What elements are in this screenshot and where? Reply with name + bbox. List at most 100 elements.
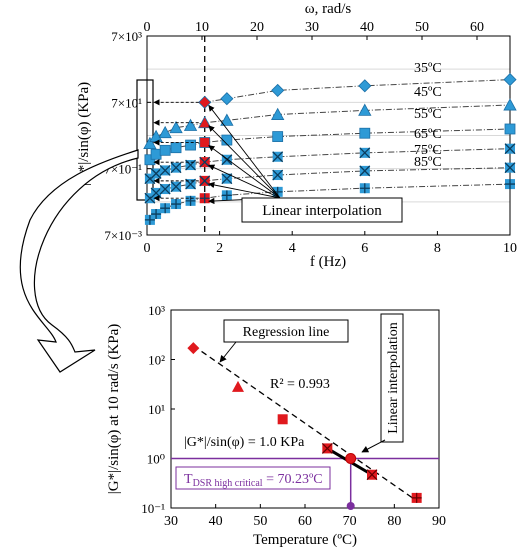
bottom-data-point [366, 469, 378, 481]
top-series-label: 85ºC [414, 155, 442, 170]
top-data-point [221, 134, 233, 146]
top-data-point [359, 165, 371, 177]
top-secondary-x-axis: 0 10 20 30 40 50 60 [144, 20, 484, 40]
bottom-critical-point [345, 453, 357, 464]
top-data-point [143, 136, 157, 149]
bottom-y-axis: 10⁻¹ 10⁰ 10¹ 10² 10³ [141, 303, 175, 516]
top-data-point [359, 183, 370, 194]
bottom-data-point [321, 442, 333, 454]
bottom-interp-arrow [361, 439, 386, 453]
top-data-point [199, 156, 211, 168]
top-data-point [169, 120, 183, 134]
top-series-label: 75ºC [414, 143, 442, 158]
top-x-tick-label: 2 [216, 241, 223, 256]
top-plot-frame [146, 35, 511, 236]
bottom-x-tick-label: 50 [253, 514, 267, 529]
bottom-y-tick-label: 10¹ [148, 402, 165, 417]
top-data-point [199, 175, 211, 187]
top-data-point [185, 139, 196, 151]
top-interp-arrow [208, 164, 281, 199]
top-chart: 0 2 4 6 8 10 0 10 20 30 40 50 60 7×10⁻³7×10⁻¹7×10¹7… [76, 1, 517, 270]
top-x2-tick-label: 60 [470, 20, 484, 35]
top-data-point [503, 73, 517, 87]
top-data-point [272, 151, 284, 163]
bottom-interp-label-box [380, 313, 404, 443]
top-interpolation-arrows [153, 99, 281, 205]
top-x-tick-label: 6 [361, 241, 368, 256]
top-data-point [170, 142, 182, 154]
top-interp-arrow [208, 104, 281, 199]
top-data-point [150, 187, 162, 199]
top-data-point [505, 179, 515, 190]
r-squared-label: R² = 0.993 [270, 377, 330, 392]
top-data-point [271, 107, 285, 120]
top-series-label: 45ºC [414, 85, 442, 100]
top-interp-arrow [208, 181, 281, 199]
top-data-point [503, 98, 517, 111]
top-x-axis-label: f (Hz) [310, 254, 346, 270]
top-series-line [204, 79, 511, 103]
top-y-tick-label: 7×10¹ [111, 95, 142, 110]
top-x2-tick-label: 50 [415, 20, 429, 35]
bottom-data-point [277, 414, 288, 425]
top-data-point [198, 95, 212, 109]
tdsr-label-box [175, 466, 331, 490]
top-x-tick-label: 10 [503, 241, 517, 256]
bottom-interp-label: Linear interpolation [386, 322, 401, 434]
top-data-point [504, 162, 516, 174]
top-x2-tick-label: 40 [360, 20, 374, 35]
top-data-point [359, 147, 371, 159]
bottom-points [187, 342, 422, 503]
top-x-tick-label: 8 [434, 241, 441, 256]
bottom-x-axis-label: Temperature (ºC) [253, 532, 357, 548]
top-data-point [185, 159, 197, 171]
bottom-y-axis-label: |G*|/sin(φ) at 10 rad/s (KPa) [106, 324, 122, 494]
top-data-point [271, 83, 285, 97]
bottom-chart: 30 40 50 60 70 80 90 10⁻¹ 10⁰ 10¹ 10² 10³ Regressi… [106, 303, 446, 548]
top-data-point [150, 148, 162, 160]
top-data-point [272, 169, 284, 181]
bottom-y-tick-label: 10⁻¹ [141, 501, 165, 516]
top-data-point [159, 183, 171, 195]
top-data-point [185, 195, 196, 206]
top-x2-tick-label: 0 [144, 20, 151, 35]
top-data-point [151, 209, 162, 220]
top-x-tick-label: 4 [289, 241, 296, 256]
bottom-y-tick-label: 10⁰ [147, 452, 165, 467]
regression-label: Regression line [243, 325, 330, 340]
top-data-point [272, 131, 284, 142]
bottom-x-tick-label: 80 [387, 514, 401, 529]
top-data-point [220, 92, 234, 106]
top-data-point [358, 103, 372, 116]
bottom-regression-line [192, 345, 418, 502]
top-data-point [150, 168, 162, 179]
top-data-point [183, 118, 198, 131]
top-series-label: 65ºC [414, 127, 442, 142]
top-interp-label: Linear interpolation [262, 203, 382, 219]
bottom-x-tick-label: 60 [298, 514, 312, 529]
top-data-point [199, 193, 210, 204]
top-data-point [144, 214, 155, 225]
top-x2-axis-label: ω, rad/s [305, 1, 352, 17]
bottom-x-tick-label: 30 [164, 514, 178, 529]
top-x2-tick-label: 30 [305, 20, 319, 35]
top-data-point [221, 190, 232, 201]
bottom-data-point [232, 380, 244, 392]
top-data-point [359, 127, 371, 139]
regression-label-box [223, 319, 349, 343]
top-x2-tick-label: 20 [250, 20, 264, 35]
bottom-data-point [187, 342, 200, 355]
top-interp-label-box [241, 197, 403, 223]
bottom-y-tick-label: 10³ [148, 303, 165, 318]
top-data-point [170, 181, 182, 193]
top-series-label: 35ºC [414, 61, 442, 76]
top-y-tick-label: 7×10⁻³ [104, 228, 142, 243]
top-data-point [504, 123, 516, 135]
tdsr-label: TDSR high critical = 70.23ºC [184, 472, 323, 489]
bottom-critical-foot [346, 502, 355, 510]
bottom-x-tick-label: 70 [343, 514, 357, 529]
top-data-point [170, 162, 182, 174]
regression-label-arrow [219, 341, 237, 363]
